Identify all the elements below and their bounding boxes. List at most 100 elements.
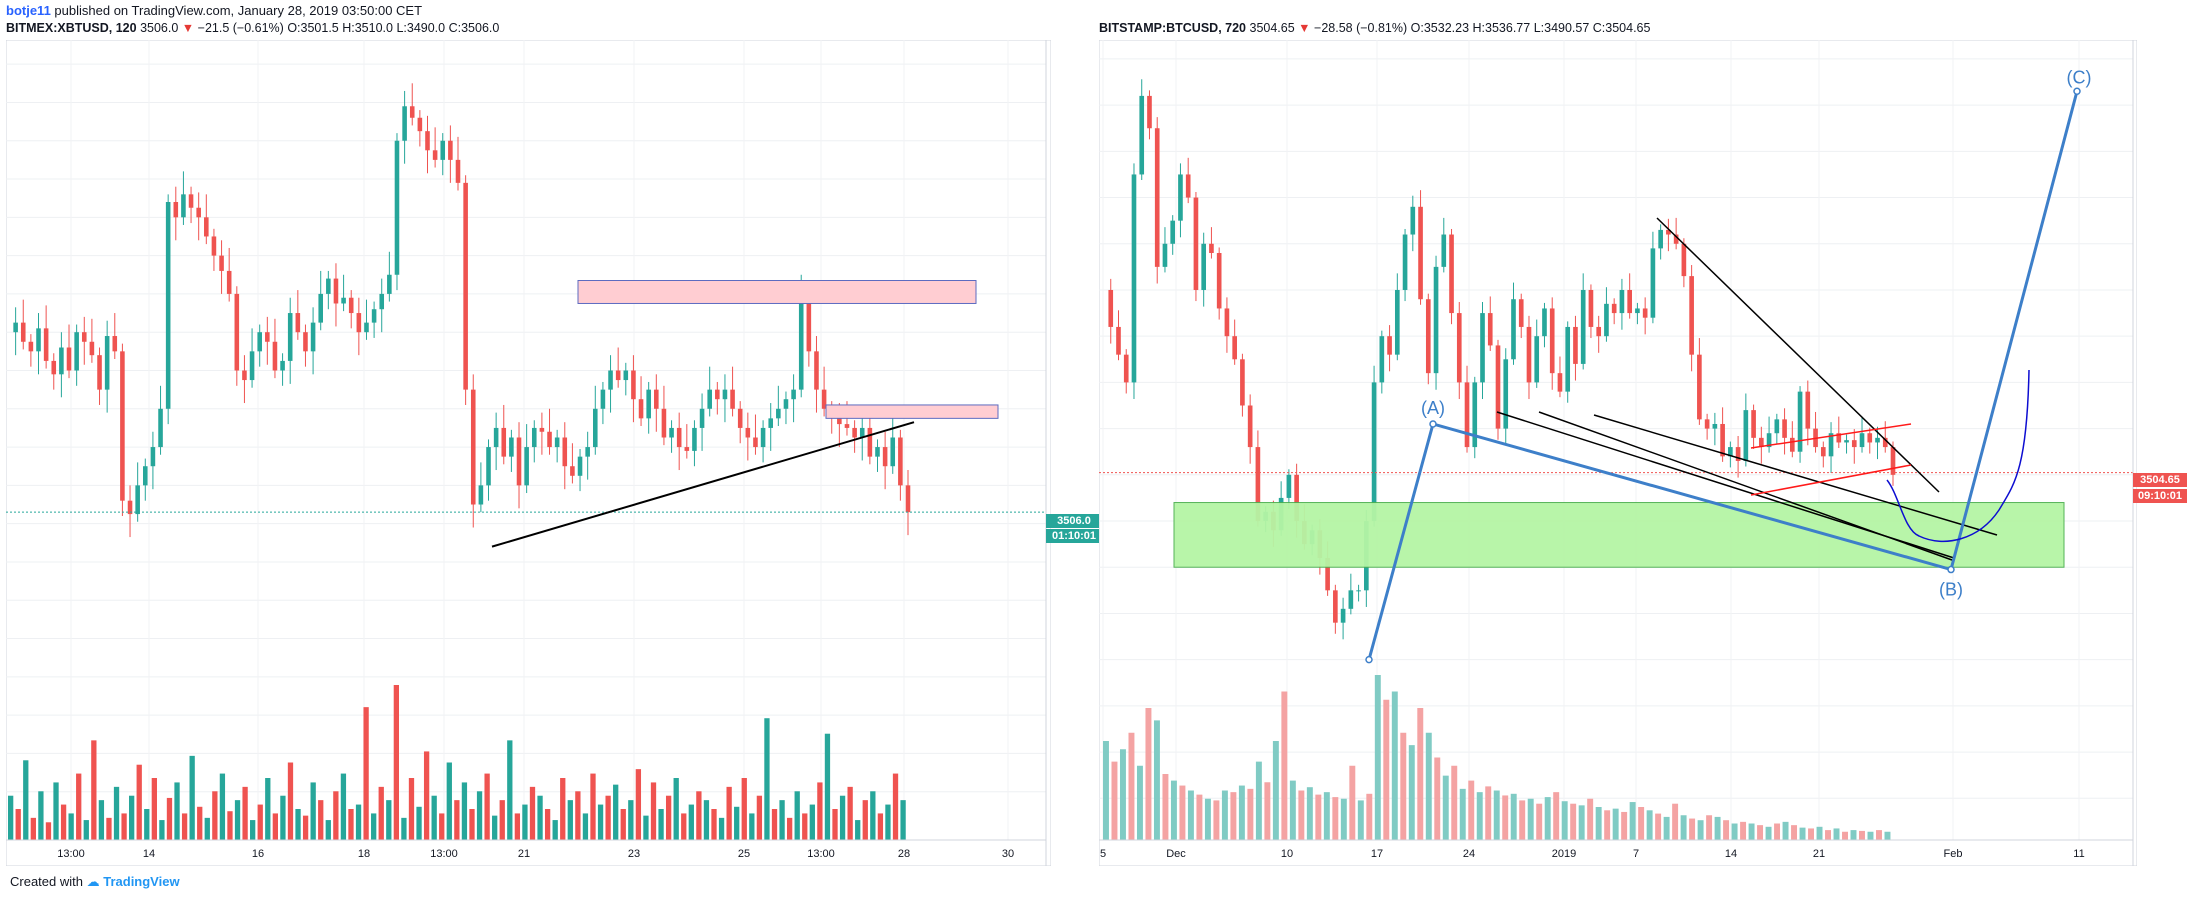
volume-bar — [688, 804, 694, 840]
volume-bar — [1808, 828, 1814, 840]
candle-body — [791, 389, 796, 400]
volume-bar — [38, 791, 44, 840]
volume-bar — [1799, 827, 1806, 840]
candle-body — [1666, 229, 1671, 235]
candle-body — [1890, 447, 1896, 475]
candle-body — [1449, 234, 1454, 314]
left-symbol-label[interactable]: BITMEX:XBTUSD, 120 — [6, 21, 137, 35]
volume-bar — [1434, 757, 1441, 840]
resistance-zone-upper — [577, 280, 977, 304]
candle-body — [745, 427, 751, 438]
candle-body — [310, 322, 316, 352]
candle-body — [1836, 433, 1842, 443]
candle-body — [280, 360, 285, 371]
candle-body — [654, 389, 659, 409]
volume-bar — [1247, 788, 1254, 840]
volume-bar — [461, 782, 468, 840]
volume-bar — [771, 809, 778, 840]
volume-bar — [1757, 825, 1764, 840]
volume-bar — [492, 815, 498, 840]
wave-point-marker — [1365, 655, 1373, 664]
volume-bar — [484, 773, 490, 840]
candle-body — [455, 159, 461, 183]
left-chart-canvas[interactable]: 3360338034003420344034603480350035203540… — [6, 40, 1051, 866]
volume-bar — [650, 782, 657, 840]
volume-bar — [23, 760, 29, 840]
volume-bar — [794, 791, 800, 840]
volume-bar — [1332, 797, 1339, 840]
candle-body — [1464, 382, 1470, 448]
x-tick-label: 7 — [1633, 848, 1639, 860]
x-tick-label: 14 — [143, 848, 155, 860]
candle-body — [1178, 174, 1183, 221]
candle-body — [646, 389, 651, 419]
candle-body — [242, 370, 247, 381]
volume-bar — [1774, 823, 1781, 840]
volume-bar — [1612, 808, 1619, 840]
candle-body — [59, 347, 64, 375]
right-chart-canvas[interactable]: (A)(B)(C) 2800.002900.003000.003100.0032… — [1099, 40, 2137, 866]
support-zone — [1173, 502, 2065, 568]
footer-created-with: Created with — [10, 874, 83, 889]
candle-body — [1232, 336, 1237, 360]
volume-bar — [900, 800, 906, 840]
candle-body — [1882, 437, 1888, 448]
volume-bar — [1187, 790, 1194, 840]
volume-bar — [197, 806, 203, 840]
candle-body — [608, 370, 613, 390]
candle-body — [470, 389, 476, 505]
volume-bar — [1842, 831, 1848, 840]
volume-bar — [144, 809, 150, 840]
volume-bar — [1850, 830, 1857, 840]
candle-body — [1596, 326, 1602, 337]
volume-bar — [605, 795, 611, 840]
x-tick-label: 14 — [1725, 848, 1737, 860]
volume-bar — [1230, 792, 1237, 840]
candle-body — [501, 427, 507, 457]
candle-body — [1201, 243, 1207, 290]
candle-body — [135, 485, 140, 515]
candle-body — [676, 427, 682, 448]
wave-label-a: (A) — [1421, 398, 1445, 418]
candle-body — [615, 370, 621, 381]
candle-body — [1728, 447, 1733, 457]
right-symbol-label[interactable]: BITSTAMP:BTCUSD, 720 — [1099, 21, 1247, 35]
volume-bar — [643, 815, 649, 840]
candle-body — [1859, 433, 1865, 448]
candle-body — [1487, 313, 1493, 346]
candle-body — [539, 427, 545, 432]
volume-bar — [257, 804, 263, 840]
volume-bar — [1349, 765, 1356, 840]
volume-bar — [423, 751, 430, 840]
volume-bar — [1153, 720, 1160, 840]
candle-body — [432, 150, 438, 160]
flag-lower-line — [1750, 464, 1912, 496]
candle-body — [1650, 248, 1656, 318]
candle-body — [1418, 206, 1423, 300]
volume-bar — [355, 804, 362, 840]
candle-body — [692, 427, 697, 451]
candle-body — [1255, 447, 1261, 522]
candle-body — [387, 274, 392, 294]
username-link[interactable]: botje11 — [6, 3, 51, 18]
volume-bar — [1357, 800, 1364, 840]
candle-body — [661, 408, 667, 438]
candle-body — [593, 408, 598, 448]
volume-bar — [1510, 793, 1517, 840]
volume-bar — [756, 795, 763, 840]
candle-body — [1456, 313, 1462, 383]
ascending-trendline — [491, 421, 915, 548]
volume-bar — [1459, 788, 1466, 840]
wedge-lower-line-2 — [1538, 411, 1953, 561]
volume-bar — [15, 809, 21, 840]
volume-bar — [1782, 821, 1789, 840]
candle-body — [905, 485, 911, 513]
volume-bar — [620, 809, 626, 840]
volume-bar — [741, 778, 747, 840]
wedge-lower-line-3 — [1593, 414, 1998, 536]
volume-bar — [665, 795, 672, 840]
volume-bar — [1221, 790, 1228, 840]
volume-bar — [1867, 831, 1874, 840]
volume-bar — [439, 813, 445, 840]
footer-brand-link[interactable]: TradingView — [103, 874, 180, 889]
